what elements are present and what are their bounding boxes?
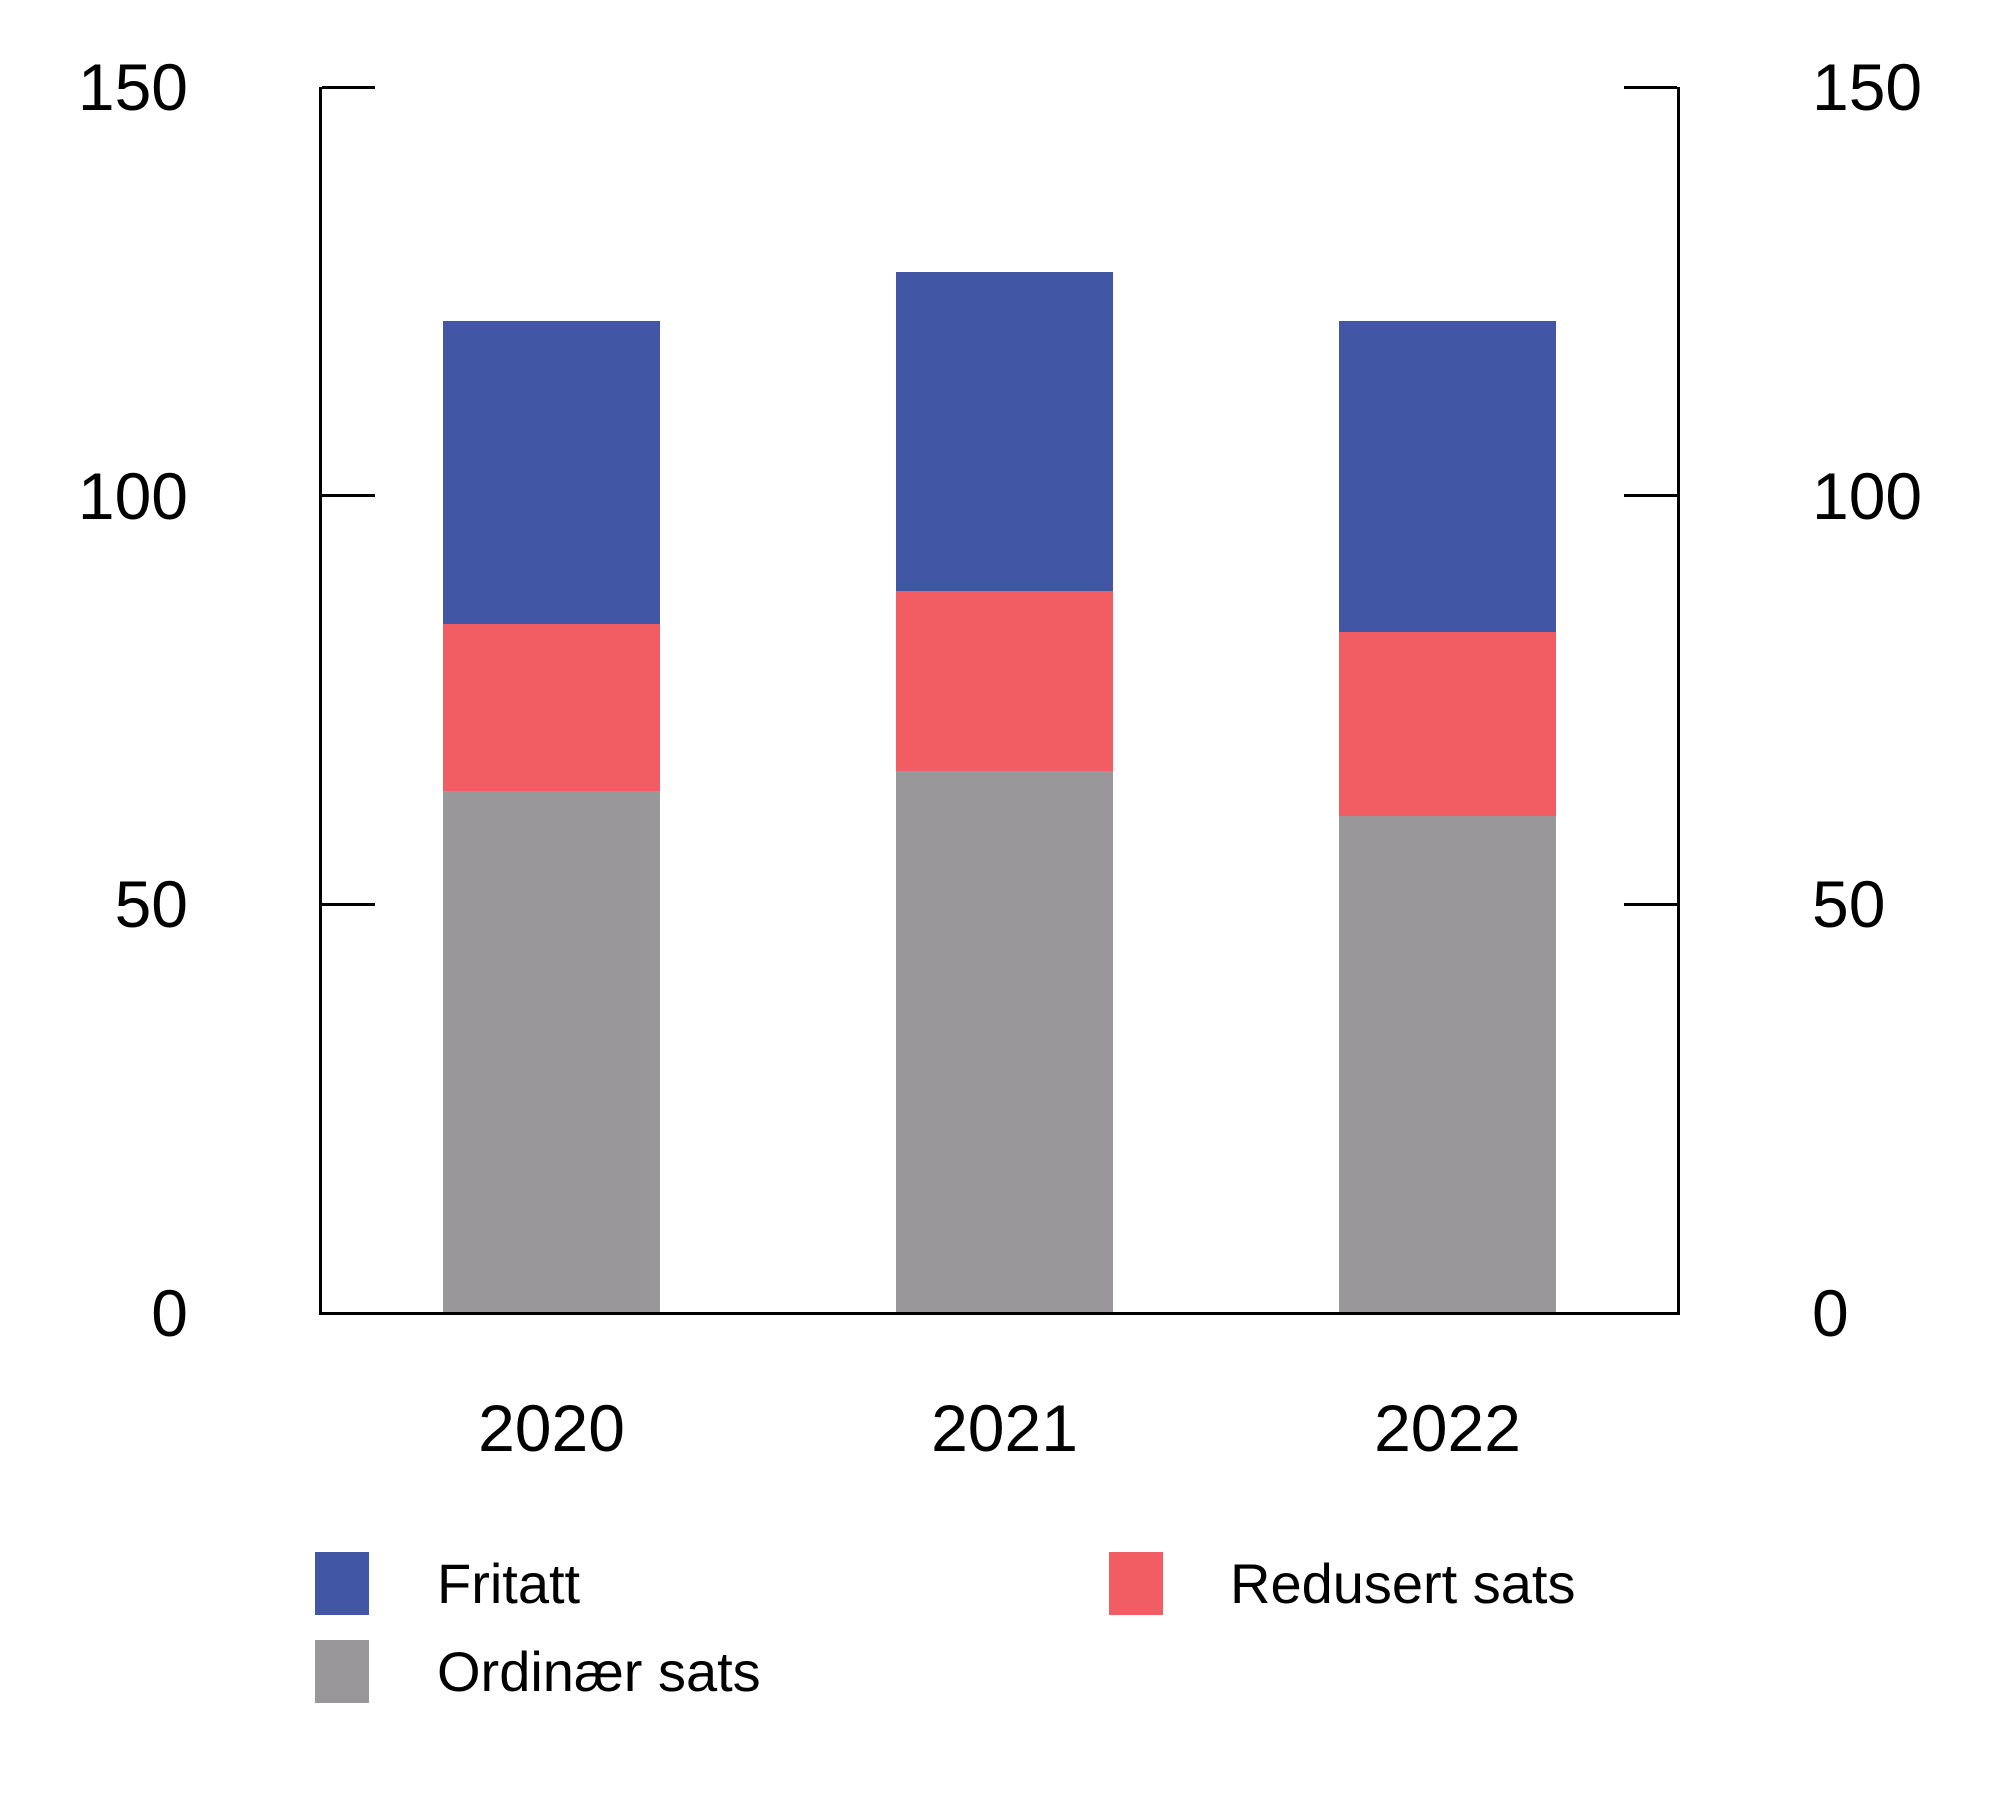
- bar-segment-redusert-sats-2020: [443, 623, 660, 792]
- y-tick-label-right-100: 100: [1812, 458, 1923, 533]
- y-tick-label-left-50: 50: [114, 867, 188, 941]
- y-tick-label-left-150: 150: [77, 50, 188, 124]
- legend-label-ordin-r-sats: Ordinær sats: [437, 1639, 761, 1703]
- bar-segment-redusert-sats-2022: [1339, 631, 1556, 816]
- x-tick-label-2022: 2022: [1374, 1391, 1521, 1465]
- bar-2021: [896, 272, 1113, 1314]
- y-tick-right-150: [1624, 85, 1677, 89]
- y-axis-left: [319, 87, 322, 1315]
- y-tick-label-left-0: 0: [151, 1275, 188, 1350]
- y-tick-label-right-0: 0: [1812, 1275, 1849, 1350]
- bar-segment-fritatt-2020: [443, 321, 660, 624]
- y-tick-left-100: [322, 494, 375, 497]
- legend-label-redusert-sats: Redusert sats: [1230, 1551, 1576, 1615]
- bar-segment-redusert-sats-2021: [896, 590, 1113, 771]
- y-tick-right-100: [1624, 494, 1677, 497]
- legend-swatch-ordin-r-sats: [315, 1640, 369, 1703]
- y-tick-left-150: [322, 85, 375, 89]
- bar-segment-ordin-r-sats-2020: [443, 791, 660, 1314]
- bar-2022: [1339, 321, 1556, 1314]
- legend-label-fritatt: Fritatt: [437, 1551, 581, 1615]
- y-tick-left-50: [322, 902, 375, 906]
- x-tick-label-2021: 2021: [931, 1391, 1078, 1465]
- legend-swatch-fritatt: [315, 1552, 369, 1615]
- legend-swatch-redusert-sats: [1109, 1552, 1163, 1615]
- bar-segment-ordin-r-sats-2021: [896, 770, 1113, 1314]
- y-tick-label-left-100: 100: [77, 458, 188, 533]
- bar-2020: [443, 321, 660, 1314]
- y-axis-right: [1677, 87, 1680, 1315]
- x-axis: [319, 1312, 1680, 1315]
- bar-segment-fritatt-2021: [896, 272, 1113, 591]
- y-tick-right-50: [1624, 902, 1677, 906]
- bar-segment-fritatt-2022: [1339, 321, 1556, 632]
- bar-segment-ordin-r-sats-2022: [1339, 815, 1556, 1314]
- y-tick-label-right-50: 50: [1812, 867, 1886, 941]
- y-tick-label-right-150: 150: [1812, 50, 1923, 124]
- x-tick-label-2020: 2020: [478, 1391, 625, 1465]
